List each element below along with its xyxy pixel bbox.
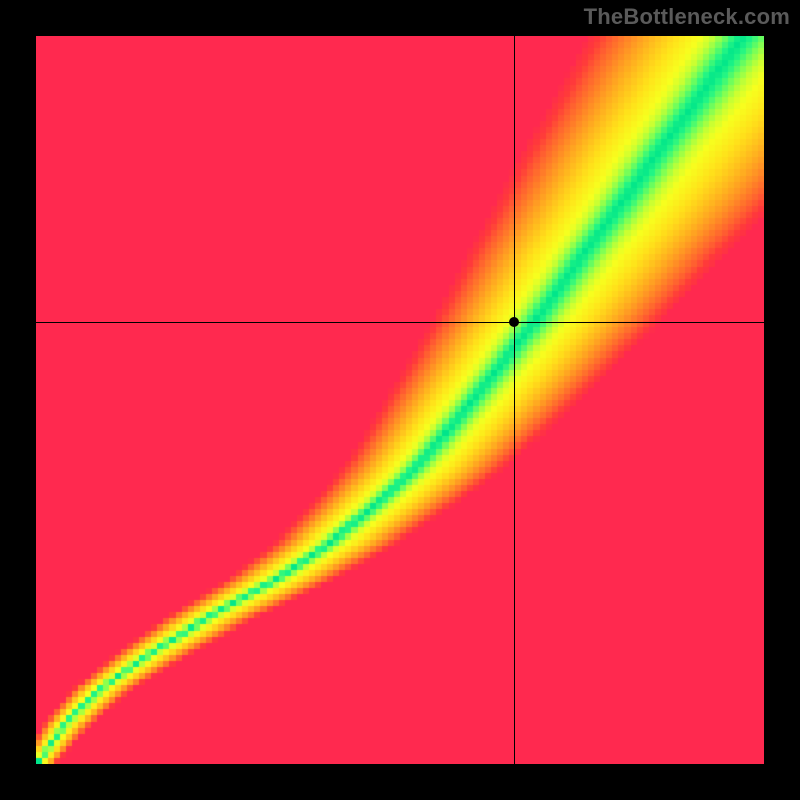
bottleneck-heatmap <box>36 36 764 764</box>
page-root: TheBottleneck.com <box>0 0 800 800</box>
heatmap-canvas <box>36 36 764 764</box>
watermark-text: TheBottleneck.com <box>584 4 790 30</box>
